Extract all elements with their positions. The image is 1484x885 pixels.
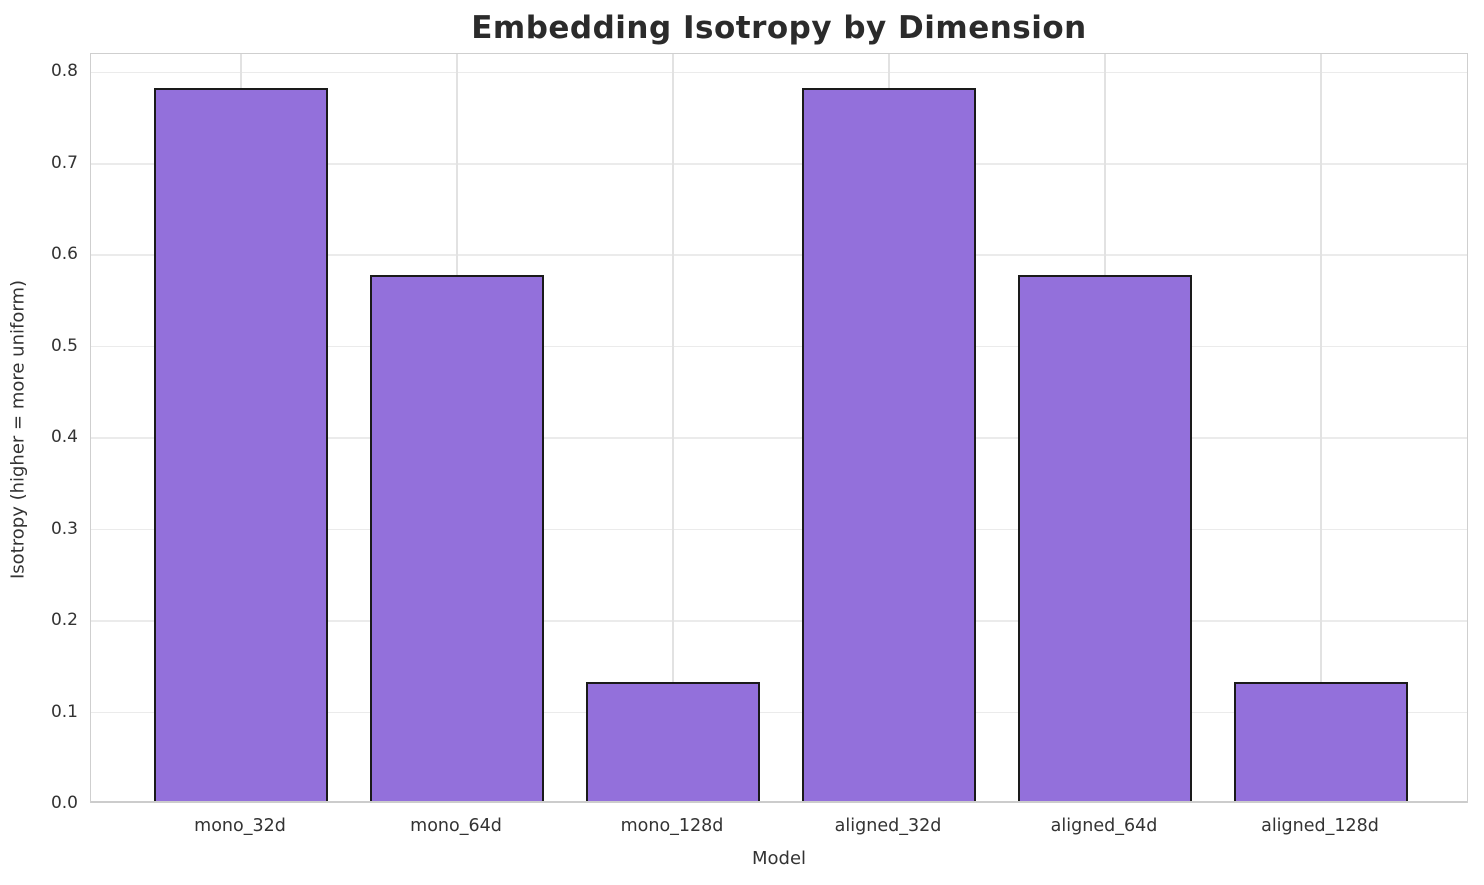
h-gridline — [91, 437, 1467, 439]
x-tick-label: aligned_64d — [1050, 816, 1158, 836]
y-tick-label: 0.8 — [50, 61, 78, 82]
h-gridline — [91, 620, 1467, 622]
x-tick-label: mono_32d — [194, 816, 286, 836]
y-tick-label: 0.7 — [50, 152, 78, 173]
plot-area — [90, 53, 1468, 803]
x-tick-label: aligned_32d — [834, 816, 942, 836]
bar-aligned_64d — [1018, 275, 1192, 802]
y-tick-label: 0.0 — [50, 793, 78, 813]
chart-title: Embedding Isotropy by Dimension — [471, 10, 1087, 46]
y-tick-label: 0.4 — [50, 427, 78, 448]
h-gridline — [91, 711, 1467, 714]
x-tick-label: mono_128d — [620, 816, 724, 836]
bar-mono_64d — [370, 275, 544, 802]
bar-mono_128d — [586, 682, 760, 802]
v-gridline — [672, 54, 674, 802]
h-gridline — [91, 528, 1467, 531]
y-tick-label: 0.1 — [50, 701, 78, 722]
y-tick-label: 0.6 — [50, 244, 78, 265]
x-tick-label: aligned_128d — [1261, 816, 1379, 836]
h-gridline — [91, 254, 1467, 256]
x-axis-line — [91, 800, 1467, 803]
h-gridline — [91, 345, 1467, 348]
x-tick-label: mono_64d — [410, 816, 502, 836]
y-tick-label: 0.5 — [50, 335, 78, 356]
bar-aligned_32d — [802, 87, 976, 802]
h-gridline — [91, 71, 1467, 74]
y-tick-label: 0.2 — [50, 610, 78, 631]
h-gridline — [91, 163, 1467, 165]
v-gridline — [1320, 54, 1322, 802]
bar-mono_32d — [154, 87, 328, 802]
x-axis-label: Model — [751, 848, 807, 869]
y-tick-label: 0.3 — [50, 518, 78, 539]
bar-aligned_128d — [1234, 682, 1408, 802]
